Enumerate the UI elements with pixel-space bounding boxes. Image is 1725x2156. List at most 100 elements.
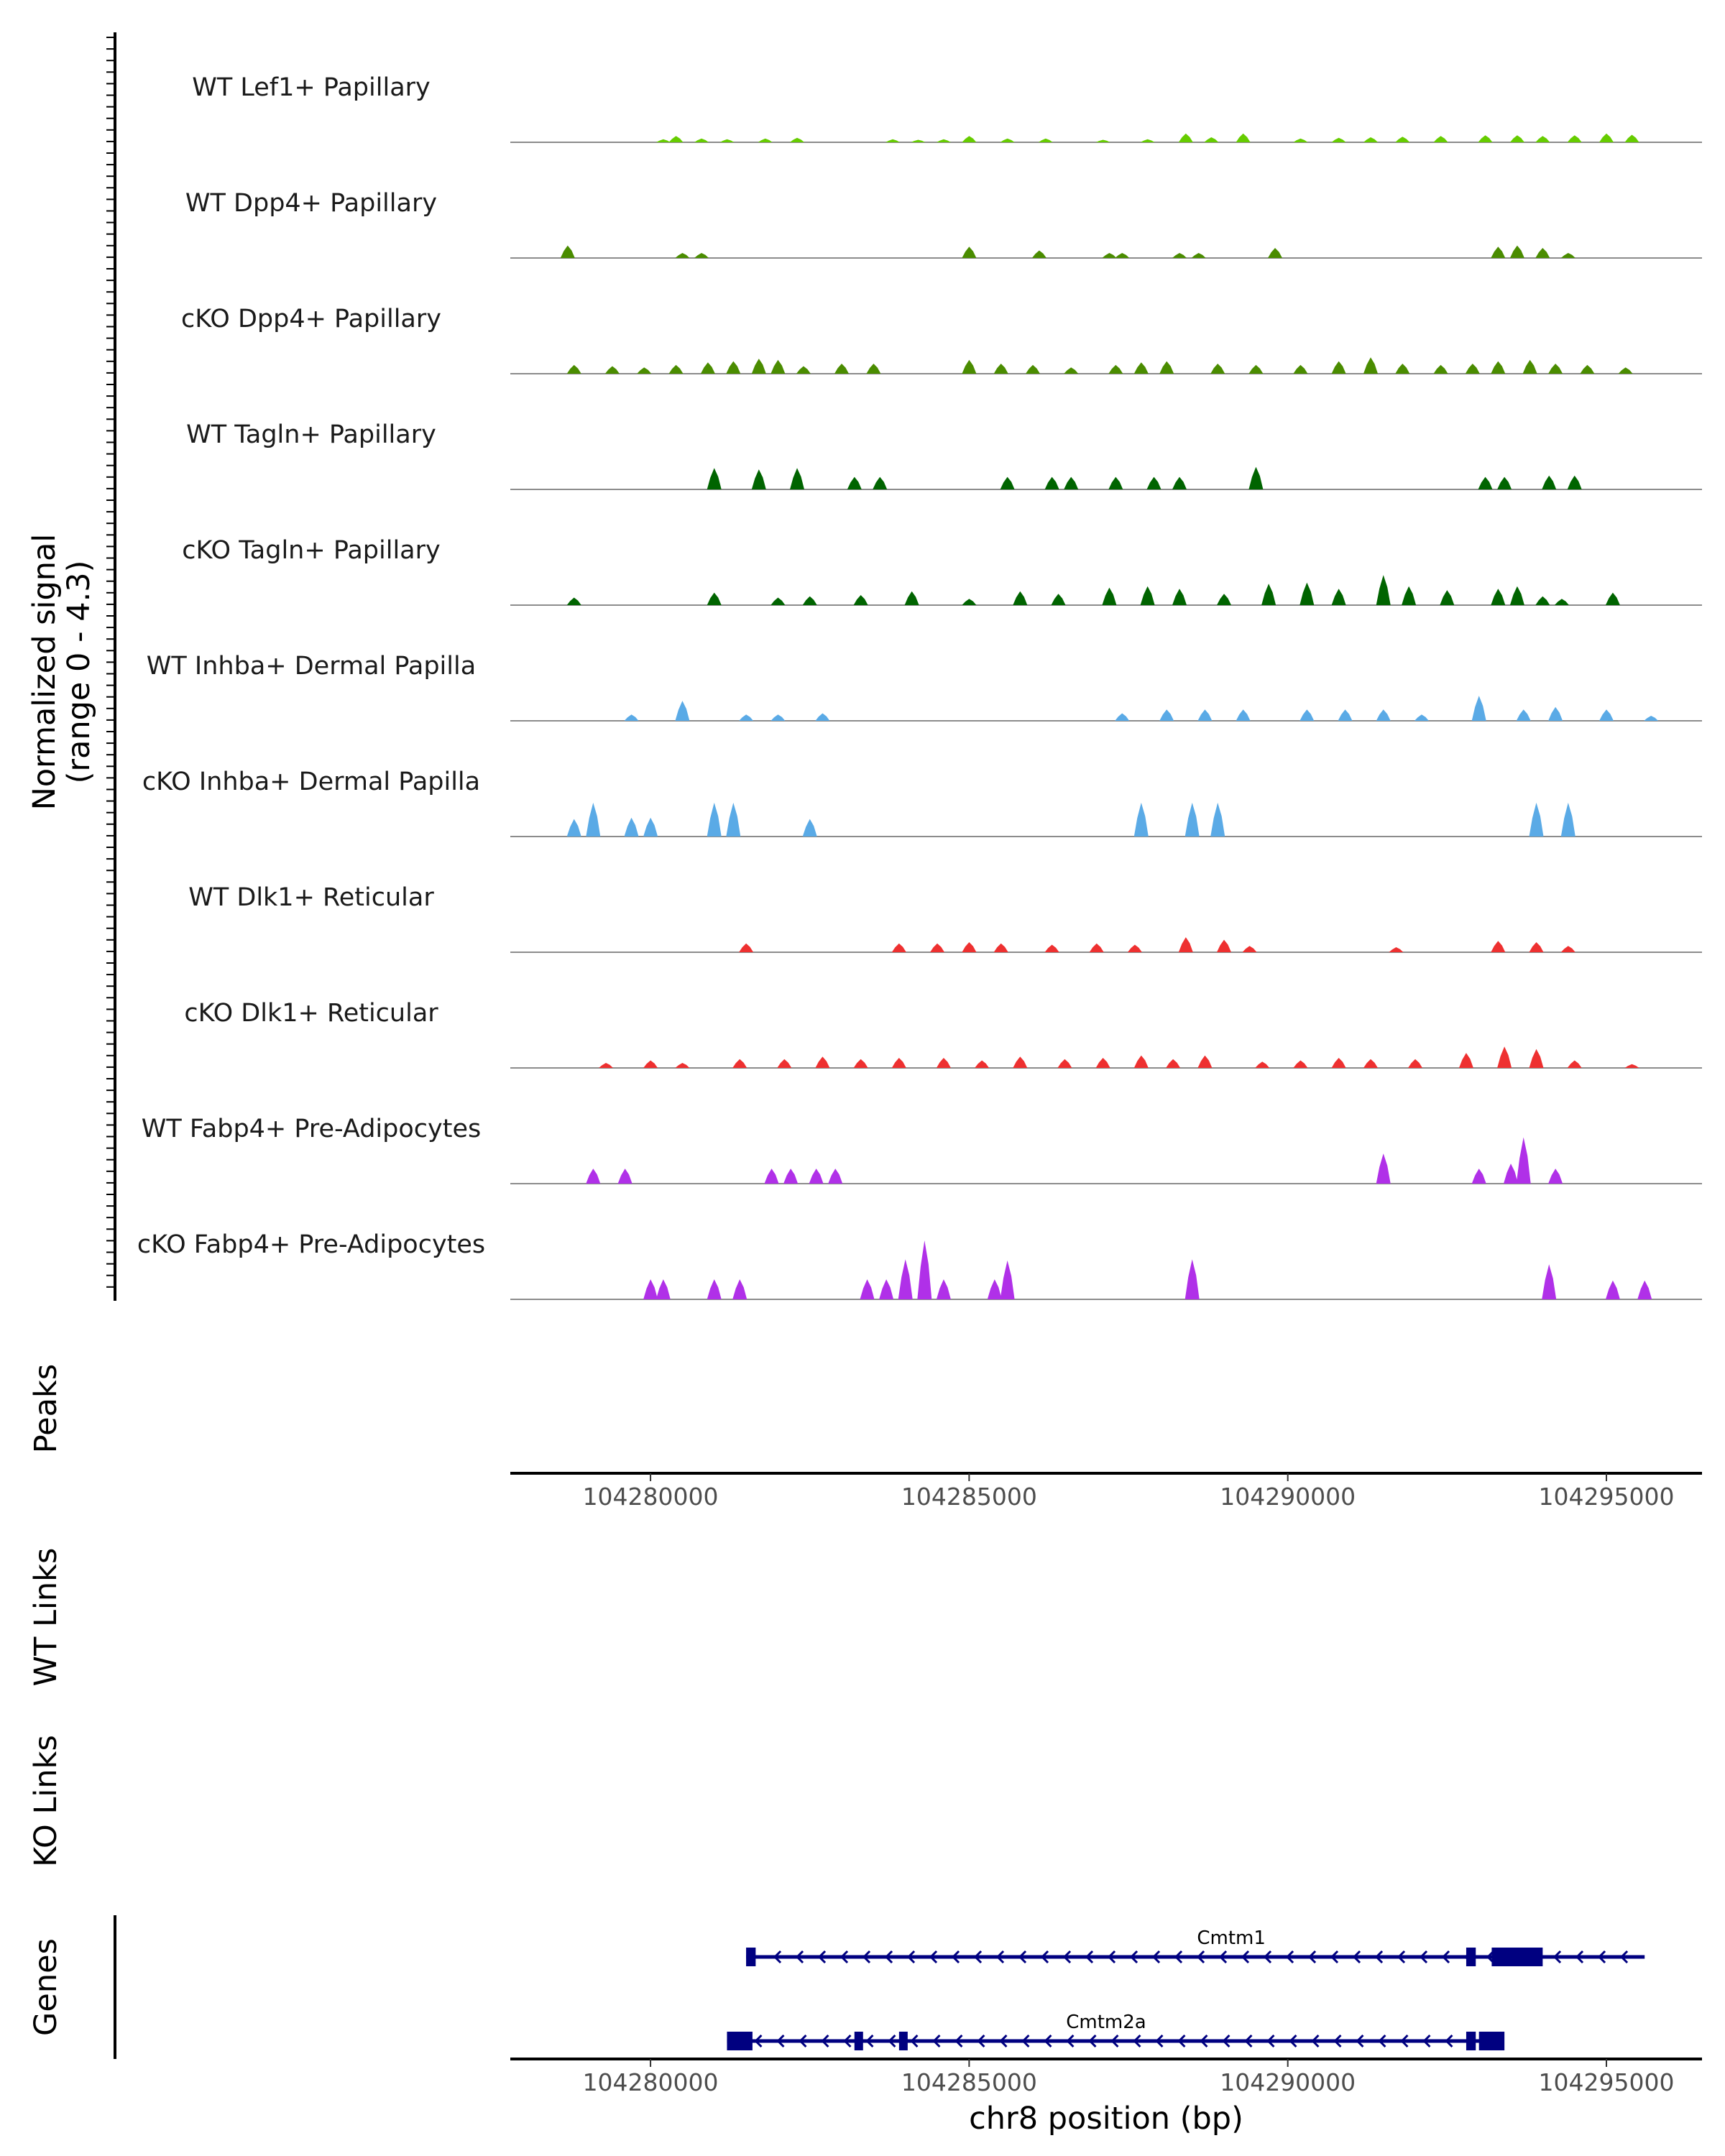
coverage-peak	[1133, 362, 1149, 374]
coverage-peak	[1000, 138, 1015, 142]
coverage-peak	[566, 597, 581, 605]
coverage-peak	[860, 1279, 875, 1299]
strand-arrow	[1486, 1950, 1495, 1964]
track-label: WT Fabp4+ Pre-Adipocytes	[142, 1115, 481, 1143]
strand-arrow	[1200, 2034, 1208, 2048]
strand-arrow	[1311, 2034, 1320, 2048]
coverage-peak	[1255, 1061, 1270, 1068]
coverage-peak	[962, 599, 977, 605]
coverage-peak	[732, 1059, 748, 1068]
coverage-peak	[668, 136, 684, 142]
strand-arrow	[1356, 2034, 1364, 2048]
coverage-peak	[1535, 136, 1550, 142]
coverage-peak	[828, 1169, 843, 1184]
coverage-peak	[624, 817, 639, 837]
gene-annotations: Cmtm1 Cmtm2a	[727, 1927, 1645, 2050]
wt-links-label: WT Links	[28, 1548, 64, 1687]
coverage-peak	[1204, 137, 1219, 142]
coverage-peak	[1133, 1055, 1149, 1068]
coverage-peak	[1560, 946, 1576, 952]
coverage-tracks: WT Lef1+ Papillary WT Dpp4+ Papillary cKO …	[137, 73, 1702, 1300]
track-label: cKO Fabp4+ Pre-Adipocytes	[137, 1230, 485, 1259]
track-7: cKO Inhba+ Dermal Papilla	[142, 768, 1702, 837]
strand-arrow	[1552, 1950, 1562, 1964]
strand-arrow	[1107, 1950, 1116, 1964]
coverage-peak	[777, 1059, 792, 1068]
coverage-peak	[1000, 1260, 1015, 1299]
track-label: cKO Inhba+ Dermal Papilla	[142, 768, 480, 796]
strand-arrow	[929, 1950, 938, 1964]
coverage-peak	[853, 595, 868, 605]
track-label: WT Dpp4+ Papillary	[185, 189, 437, 218]
coverage-peak	[1548, 364, 1563, 374]
coverage-peak	[1458, 1053, 1473, 1068]
gene-label: Cmtm2a	[1066, 2012, 1146, 2033]
coverage-peak	[987, 1279, 1002, 1299]
track-label: WT Inhba+ Dermal Papilla	[147, 652, 476, 681]
coverage-peak	[1197, 709, 1213, 721]
strand-arrow	[799, 2034, 807, 2048]
coverage-peak	[1133, 802, 1149, 837]
coverage-peak	[1166, 1059, 1181, 1068]
coverage-peak	[1268, 248, 1282, 258]
coverage-peak	[1363, 1059, 1378, 1068]
track-label: WT Lef1+ Papillary	[192, 73, 431, 102]
strand-arrow	[1174, 1950, 1183, 1964]
coverage-peak	[1338, 709, 1353, 721]
coverage-peak	[1491, 941, 1506, 952]
track-6: WT Inhba+ Dermal Papilla	[147, 652, 1702, 722]
coverage-peak	[1522, 359, 1537, 374]
coverage-peak	[1478, 135, 1493, 142]
coverage-peak	[1554, 599, 1569, 605]
coverage-peak	[751, 469, 766, 489]
track-label: cKO Dlk1+ Reticular	[184, 999, 438, 1028]
coverage-peak	[790, 468, 804, 489]
y-axis-label-line2: (range 0 - 4.3)	[61, 561, 97, 784]
coverage-peak	[1064, 367, 1079, 374]
coverage-peak	[668, 364, 684, 374]
coverage-peak	[1376, 709, 1391, 721]
strand-arrow	[1196, 1950, 1205, 1964]
coverage-peak	[1248, 466, 1264, 489]
strand-arrow	[906, 1950, 916, 1964]
strand-arrow	[1263, 1950, 1272, 1964]
coverage-peak	[1236, 709, 1251, 721]
peaks-label: Peaks	[28, 1364, 64, 1454]
y-axis-label-line1: Normalized signal	[27, 534, 63, 811]
strand-arrow	[865, 2034, 874, 2048]
coverage-peak	[566, 819, 581, 837]
coverage-peak	[1471, 696, 1486, 721]
coverage-peak	[1210, 802, 1225, 837]
coverage-peak	[770, 359, 786, 374]
strand-arrow	[1266, 2034, 1275, 2048]
strand-arrow	[1441, 1950, 1450, 1964]
coverage-peak	[1471, 1169, 1486, 1184]
coverage-peak	[739, 714, 754, 721]
coverage-peak	[1618, 367, 1633, 374]
strand-arrow	[1151, 1950, 1161, 1964]
coverage-peak	[1331, 361, 1346, 374]
x-tick-label: 104280000	[583, 2068, 719, 2096]
coverage-peak	[1535, 596, 1550, 605]
coverage-peak	[586, 802, 601, 837]
track-label: cKO Dpp4+ Papillary	[181, 305, 441, 333]
coverage-peak	[866, 364, 881, 374]
coverage-peak	[1529, 1049, 1544, 1068]
coverage-peak	[719, 139, 735, 142]
strand-arrow	[1044, 2034, 1052, 2048]
coverage-peak	[1108, 364, 1123, 374]
coverage-peak	[586, 1169, 601, 1184]
strand-arrow	[1241, 1950, 1250, 1964]
strand-arrow	[1088, 2034, 1097, 2048]
track-2: WT Dpp4+ Papillary	[185, 189, 1702, 259]
coverage-peak	[1491, 247, 1506, 258]
strand-arrow	[776, 2034, 785, 2048]
coverage-peak	[643, 817, 658, 837]
coverage-peak	[1624, 134, 1639, 142]
strand-arrow	[1155, 2034, 1164, 2048]
coverage-peak	[1389, 947, 1404, 952]
signal-axis-ticks	[106, 37, 115, 1288]
coverage-peak	[790, 137, 804, 142]
strand-arrow	[862, 1950, 871, 1964]
coverage-peak	[1217, 594, 1231, 605]
